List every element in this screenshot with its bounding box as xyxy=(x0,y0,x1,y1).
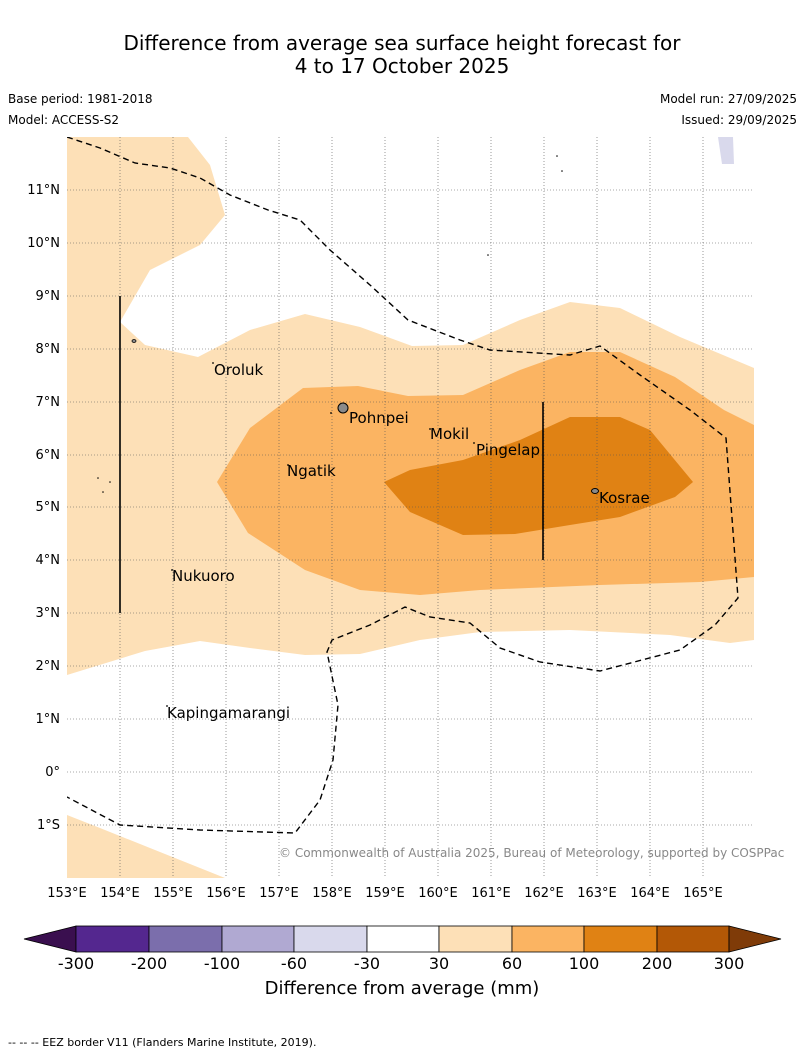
title-line-1: Difference from average sea surface heig… xyxy=(123,31,681,55)
map-title: Difference from average sea surface heig… xyxy=(0,32,804,78)
colorbar-tick-label: -30 xyxy=(354,954,380,973)
latitude-labels: 11°N 10°N 9°N 8°N 7°N 6°N 5°N 4°N 3°N 2°… xyxy=(27,183,60,833)
kapingamarangi-dot xyxy=(166,705,168,707)
atoll-dot xyxy=(556,155,558,157)
colorbar-tick-label: -60 xyxy=(281,954,307,973)
lat-label: 7°N xyxy=(36,395,61,410)
place-label-ngatik: Ngatik xyxy=(287,462,336,480)
lat-label: 11°N xyxy=(27,183,60,198)
lat-label: 0° xyxy=(45,765,60,780)
colorbar-tick-label: 100 xyxy=(569,954,600,973)
lat-label: 1°N xyxy=(36,712,61,727)
lat-label: 2°N xyxy=(36,659,61,674)
lon-label: 161°E xyxy=(471,886,511,901)
lon-label: 153°E xyxy=(47,886,87,901)
lat-label: 4°N xyxy=(36,553,61,568)
issued-label: Issued: 29/09/2025 xyxy=(681,113,797,127)
atoll-dot xyxy=(487,254,489,256)
lon-label: 159°E xyxy=(365,886,405,901)
atoll-dot xyxy=(561,170,563,172)
colorbar-segment xyxy=(148,925,223,953)
lon-label: 162°E xyxy=(524,886,564,901)
place-label-pingelap: Pingelap xyxy=(476,441,540,459)
colorbar-tick-label: -100 xyxy=(204,954,240,973)
pohnpei-dot xyxy=(330,412,332,414)
mokil-dot xyxy=(429,428,431,430)
model-label: Model: ACCESS-S2 xyxy=(8,113,120,127)
model-run-label: Model run: 27/09/2025 xyxy=(659,92,797,106)
atoll-dot xyxy=(97,477,99,479)
colorbar-tick-label: 30 xyxy=(429,954,449,973)
lon-label: 160°E xyxy=(418,886,458,901)
atoll-dot xyxy=(102,491,104,493)
base-period-label: Base period: 1981-2018 xyxy=(8,92,153,106)
nukuoro-dot xyxy=(171,569,173,571)
pohnpei-island xyxy=(337,402,349,414)
colorbar-ticks: -300 -200 -100 -60 -30 30 60 100 200 300 xyxy=(58,954,744,973)
colorbar-segment xyxy=(583,925,658,953)
oroluk-dot xyxy=(212,362,214,364)
colorbar-segment xyxy=(438,925,513,953)
contour-fills xyxy=(67,137,754,878)
contour-100-200 xyxy=(384,417,693,535)
lat-label: 3°N xyxy=(36,606,61,621)
kosrae-island xyxy=(591,488,599,494)
negative-anomaly-patch xyxy=(718,137,734,164)
colorbar-under xyxy=(23,925,77,953)
colorbar-over xyxy=(728,925,782,953)
colorbar-title: Difference from average (mm) xyxy=(264,978,540,999)
lat-label: 6°N xyxy=(36,448,61,463)
small-island xyxy=(131,339,137,343)
lat-label: 5°N xyxy=(36,500,61,515)
colorbar xyxy=(23,925,782,953)
colorbar-segment xyxy=(366,925,440,953)
colorbar-segment xyxy=(221,925,295,953)
colorbar-tick-label: 300 xyxy=(714,954,745,973)
place-label-oroluk: Oroluk xyxy=(214,361,263,379)
lon-label: 164°E xyxy=(630,886,670,901)
copyright-notice: © Commonwealth of Australia 2025, Bureau… xyxy=(279,846,784,860)
lon-label: 156°E xyxy=(206,886,246,901)
colorbar-segment xyxy=(511,925,585,953)
place-label-kapingamarangi: Kapingamarangi xyxy=(167,704,290,722)
colorbar-segment xyxy=(656,925,730,953)
colorbar-tick-label: -200 xyxy=(131,954,167,973)
lat-label: 10°N xyxy=(27,236,60,251)
ngatik-dot xyxy=(287,464,289,466)
contour-30-60-south xyxy=(67,815,225,878)
lat-label: 9°N xyxy=(36,289,61,304)
place-label-nukuoro: Nukuoro xyxy=(172,567,235,585)
eez-border xyxy=(67,137,739,834)
eez-footnote: -- -- -- EEZ border V11 (Flanders Marine… xyxy=(8,1036,317,1049)
colorbar-tick-label: 60 xyxy=(502,954,522,973)
longitude-labels: 153°E 154°E 155°E 156°E 157°E 158°E 159°… xyxy=(47,886,723,901)
lat-label: 8°N xyxy=(36,342,61,357)
lon-label: 165°E xyxy=(683,886,723,901)
colorbar-tick-label: -300 xyxy=(58,954,94,973)
islands xyxy=(97,137,734,707)
place-label-mokil: Mokil xyxy=(430,425,469,443)
atoll-dot xyxy=(109,481,111,483)
lon-label: 163°E xyxy=(577,886,617,901)
lon-label: 157°E xyxy=(259,886,299,901)
place-label-pohnpei: Pohnpei xyxy=(349,409,409,427)
colorbar-tick-label: 200 xyxy=(642,954,673,973)
colorbar-segment xyxy=(293,925,368,953)
graticule xyxy=(67,137,754,878)
pingelap-dot xyxy=(473,442,475,444)
lon-label: 155°E xyxy=(153,886,193,901)
title-line-2: 4 to 17 October 2025 xyxy=(294,54,510,78)
lat-label: 1°S xyxy=(37,818,60,833)
place-label-kosrae: Kosrae xyxy=(599,489,650,507)
lon-label: 154°E xyxy=(100,886,140,901)
colorbar-segment xyxy=(75,925,150,953)
lon-label: 158°E xyxy=(312,886,352,901)
